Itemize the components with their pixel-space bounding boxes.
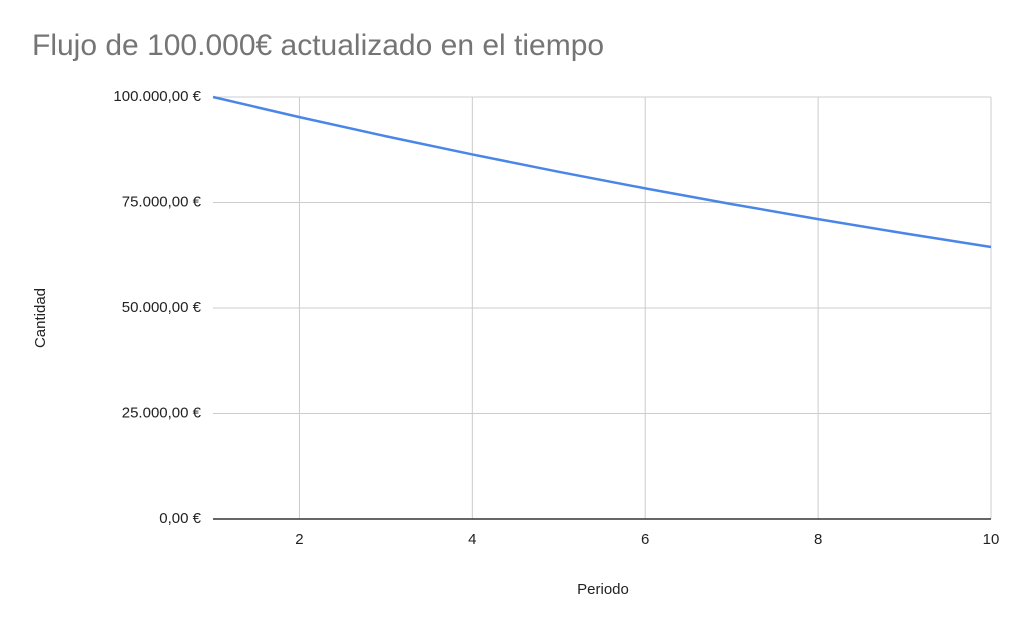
x-tick-label: 8: [814, 531, 822, 548]
x-tick-label: 4: [468, 531, 476, 548]
x-tick-label: 2: [295, 531, 303, 548]
y-axis-title: Cantidad: [32, 288, 49, 348]
y-tick-label: 25.000,00 €: [122, 404, 202, 421]
data-line: [212, 95, 992, 249]
x-axis-title: Periodo: [577, 581, 629, 598]
x-tick-label: 10: [983, 531, 1000, 548]
chart-title: Flujo de 100.000€ actualizado en el tiem…: [32, 29, 604, 62]
y-tick-label: 50.000,00 €: [122, 299, 202, 316]
y-tick-label: 0,00 €: [159, 510, 201, 527]
y-tick-label: 75.000,00 €: [122, 193, 202, 210]
x-tick-label: 6: [641, 531, 649, 548]
y-tick-label: 100.000,00 €: [113, 88, 201, 105]
